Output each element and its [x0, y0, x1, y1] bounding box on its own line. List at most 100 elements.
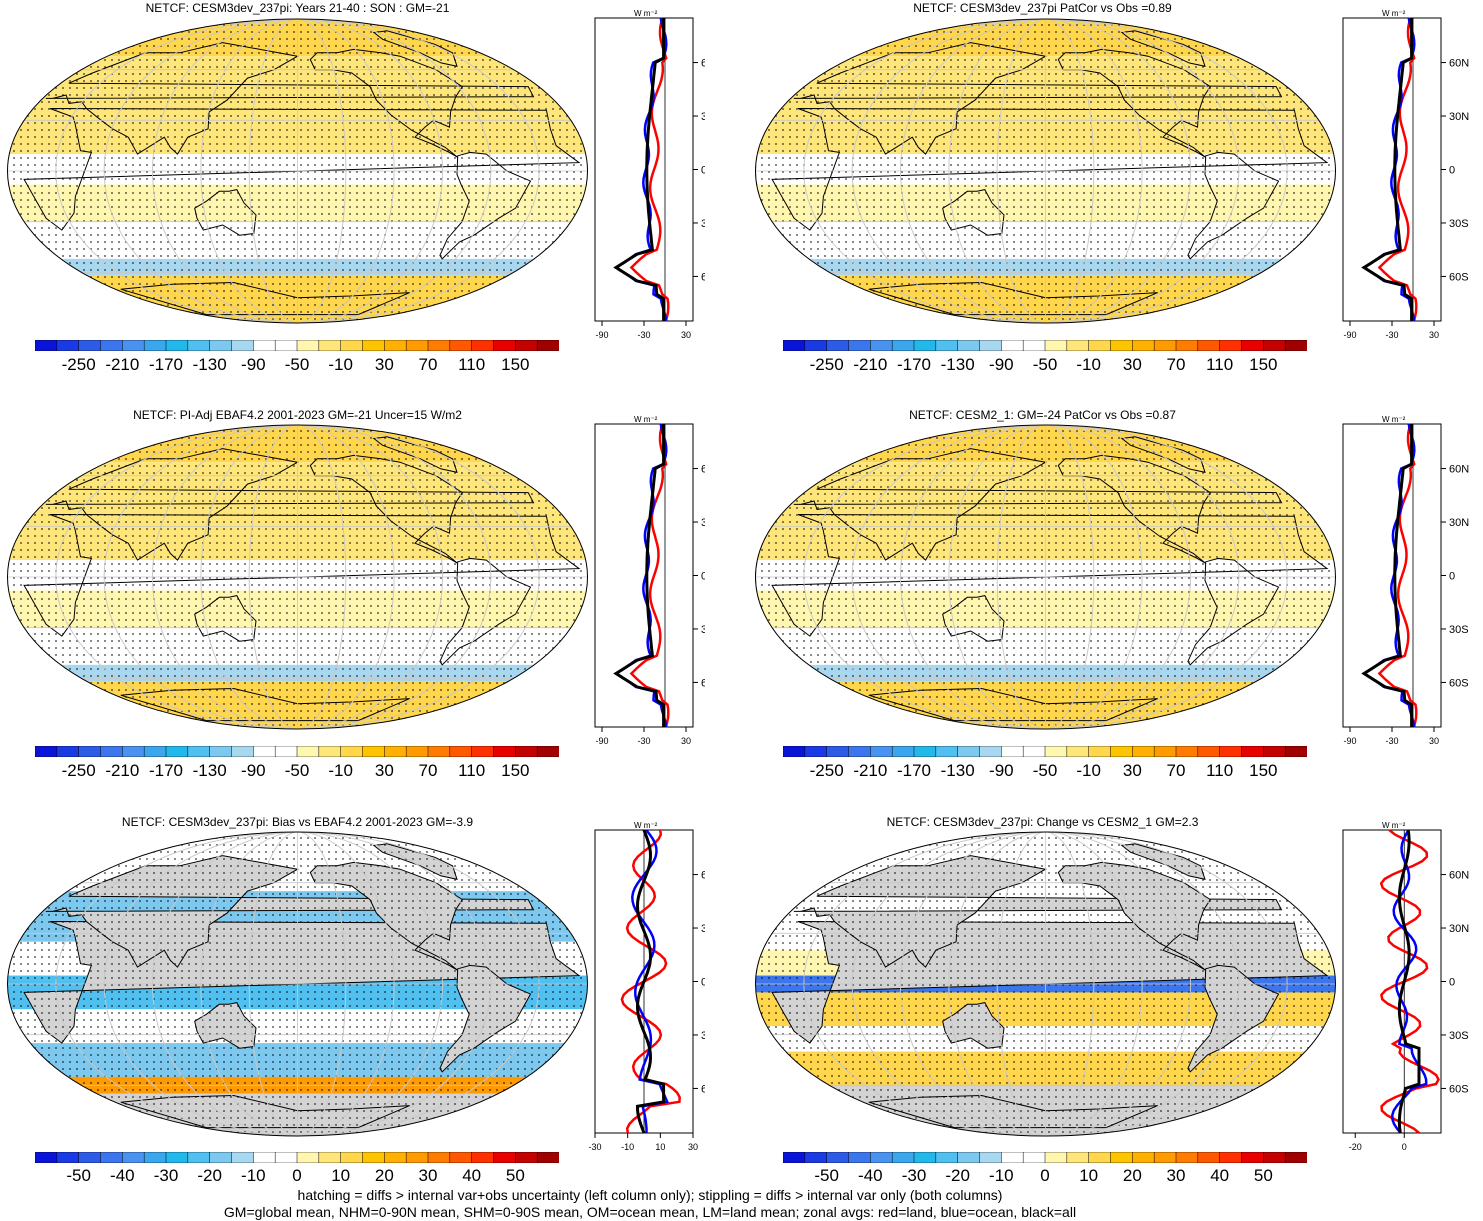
colorbar-tick-label: -90	[989, 761, 1014, 780]
map-border	[755, 18, 1336, 324]
colorbar-swatch	[165, 746, 189, 757]
colorbar-tick-label: -210	[105, 355, 140, 374]
colorbar-swatch	[427, 746, 451, 757]
colorbar-tick-label: -40	[858, 1166, 883, 1185]
graticule	[996, 832, 1095, 1136]
colorbar-swatch	[493, 1152, 517, 1163]
lat-tick-label: 60S	[1449, 677, 1469, 689]
panel-title-2: NETCF: CESM3dev_237pi PatCor vs Obs =0.8…	[913, 1, 1172, 15]
colorbar-swatch	[935, 746, 959, 757]
colorbar-swatch	[1044, 746, 1068, 757]
colorbar-swatch	[1219, 746, 1243, 757]
colorbar-swatch	[1001, 746, 1024, 757]
lat-tick-label: 30S	[1449, 218, 1469, 230]
colorbar-tick-label: 150	[1249, 761, 1278, 780]
colorbar-swatch	[493, 746, 517, 757]
colorbar-3	[35, 746, 559, 757]
lat-tick-label: 30S	[701, 218, 705, 230]
lat-tick-label: 30S	[701, 1030, 705, 1042]
graticule	[803, 832, 1288, 1136]
colorbar-swatch	[1132, 1152, 1155, 1163]
colorbar-tick-label: -50	[814, 1166, 839, 1185]
colorbar-swatch	[1001, 1152, 1024, 1163]
colorbar-swatch	[957, 340, 981, 351]
colorbar-tick-label: 30	[374, 761, 394, 780]
graticule	[900, 19, 1191, 323]
colorbar-swatch	[274, 340, 298, 351]
colorbar-swatch	[1241, 340, 1265, 351]
zonal-line-ocean	[1391, 829, 1428, 1134]
colorbar-swatch	[1066, 1152, 1090, 1163]
colorbar-swatch	[449, 340, 473, 351]
colorbar-swatch	[78, 340, 102, 351]
graticule	[152, 832, 443, 1136]
colorbar-swatch	[471, 746, 495, 757]
graticule	[803, 425, 1288, 729]
colorbar-swatch	[362, 746, 386, 757]
colorbar-swatch	[1110, 1152, 1134, 1163]
colorbar-swatch	[100, 340, 124, 351]
zonal-line-all	[613, 18, 666, 321]
colorbar-tick-label: 30	[418, 1166, 438, 1185]
colorbar-swatch	[187, 1152, 211, 1163]
colorbar-tick-label: -210	[105, 761, 140, 780]
graticule	[851, 832, 1240, 1136]
colorbar-swatch	[274, 746, 298, 757]
graticule	[55, 832, 540, 1136]
colorbar-swatch	[209, 340, 233, 351]
colorbar-swatch	[318, 746, 342, 757]
map-border	[7, 424, 588, 730]
colorbar-tick-label: 150	[501, 761, 530, 780]
lat-tick-label: 0	[1449, 571, 1455, 583]
graticule	[55, 425, 540, 729]
colorbar-tick-label: -50	[284, 761, 310, 780]
colorbar-swatch	[848, 1152, 872, 1163]
colorbar-swatch	[848, 746, 872, 757]
colorbar-tick-label: -10	[1076, 761, 1101, 780]
panel-title-4: NETCF: CESM2_1: GM=-24 PatCor vs Obs =0.…	[909, 408, 1176, 422]
colorbar-tick-label: -20	[945, 1166, 970, 1185]
colorbar-swatch	[318, 340, 342, 351]
panel-title-3: NETCF: PI-Adj EBAF4.2 2001-2023 GM=-21 U…	[133, 408, 462, 422]
lat-tick-label: 0	[1449, 977, 1455, 989]
footer-note-1: hatching = diffs > internal var+obs unce…	[297, 1187, 1003, 1203]
lat-tick-label: 60N	[701, 58, 705, 70]
colorbar-swatch	[1132, 746, 1155, 757]
footer-note-2: GM=global mean, NHM=0-90N mean, SHM=0-90…	[223, 1204, 1077, 1220]
colorbar-swatch	[1044, 340, 1068, 351]
colorbar-tick-label: 0	[292, 1166, 302, 1185]
colorbar-swatch	[826, 746, 850, 757]
lat-tick-label: 60S	[701, 677, 705, 689]
map-border	[755, 424, 1336, 730]
colorbar-swatch	[1284, 1152, 1307, 1163]
zonal-plot-3: W m⁻² 60N 30N 0 30S 60S -90 -30 30	[594, 415, 705, 746]
colorbar-tick-label: 150	[1249, 355, 1278, 374]
colorbar-swatch	[165, 340, 189, 351]
colorbar-swatch	[1219, 1152, 1243, 1163]
zonal-frame	[1342, 423, 1442, 728]
lat-tick-label: 60N	[1449, 870, 1469, 882]
lat-tick-label: 30S	[1449, 624, 1469, 636]
colorbar-swatch	[891, 1152, 915, 1163]
colorbar-swatch	[1088, 1152, 1112, 1163]
colorbar-swatch	[957, 1152, 981, 1163]
colorbar-swatch	[427, 340, 451, 351]
colorbar-tick-label: -50	[1032, 355, 1058, 374]
colorbar-swatch	[1197, 1152, 1221, 1163]
graticule	[248, 832, 347, 1136]
colorbar-swatch	[1284, 746, 1307, 757]
colorbar-swatch	[891, 746, 915, 757]
colorbar-swatch	[1066, 340, 1090, 351]
colorbar-swatch	[1284, 340, 1307, 351]
colorbar-tick-label: 40	[462, 1166, 482, 1185]
colorbar-tick-label: 30	[374, 355, 394, 374]
colorbar-swatch	[340, 1152, 364, 1163]
colorbar-swatch	[957, 746, 981, 757]
colorbar-tick-label: -130	[940, 761, 975, 780]
colorbar-tick-label: -250	[61, 761, 96, 780]
graticule	[103, 19, 492, 323]
colorbar-swatch	[1066, 746, 1090, 757]
colorbar-swatch	[56, 340, 80, 351]
colorbar-swatch	[870, 1152, 893, 1163]
colorbar-tick-label: -250	[809, 761, 844, 780]
